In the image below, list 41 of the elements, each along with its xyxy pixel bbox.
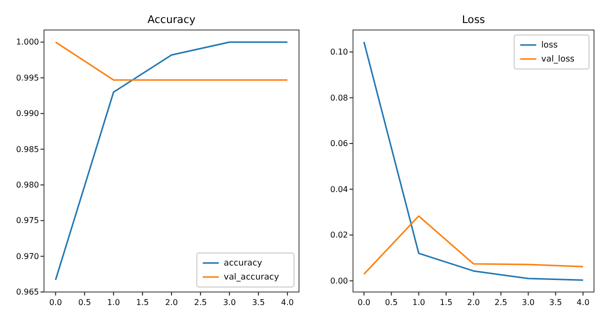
y-tick-label: 0.00 [330,276,348,286]
legend-label: val_loss [541,54,576,65]
x-tick-label: 3.0 [522,298,535,307]
y-tick-label: 0.965 [16,288,39,297]
y-tick-label: 0.990 [16,109,39,118]
y-tick-label: 0.975 [16,216,39,226]
x-tick-label: 0.5 [384,298,398,307]
x-tick-label: 0.5 [78,298,91,307]
y-tick-label: 0.08 [330,93,348,102]
y-tick-label: 0.06 [330,139,348,148]
x-tick-label: 1.0 [412,298,426,307]
x-tick-label: 2.0 [165,298,178,307]
y-tick-label: 1.000 [16,38,39,47]
y-tick-label: 0.985 [16,144,39,154]
legend-label: val_accuracy [224,272,280,283]
x-tick-label: 3.5 [252,298,265,307]
chart-title: Loss [462,14,486,26]
line-series [363,41,584,281]
x-tick-label: 2.5 [194,298,207,307]
x-tick-label: 0.0 [358,298,370,307]
x-tick-label: 1.5 [440,298,452,307]
y-tick-label: 0.970 [16,252,39,261]
x-tick-label: 1.0 [107,298,120,307]
x-tick-label: 3.5 [549,298,562,307]
y-tick-label: 0.02 [330,230,348,240]
x-tick-label: 2.0 [467,298,480,307]
x-tick-label: 3.0 [223,298,236,307]
x-tick-label: 2.5 [494,298,508,307]
chart-title: Accuracy [148,14,196,26]
x-tick-label: 0.0 [49,298,62,307]
y-tick-label: 0.995 [16,73,39,82]
x-tick-label: 4.0 [281,298,294,307]
legend-label: loss [541,40,558,51]
y-tick-label: 0.04 [330,184,348,194]
y-tick-label: 0.10 [330,48,348,57]
x-tick-label: 4.0 [576,298,590,307]
line-series [54,41,288,281]
line-series [363,215,584,275]
x-tick-label: 1.5 [136,298,149,307]
legend-label: accuracy [224,258,262,269]
y-tick-label: 0.980 [16,180,39,190]
